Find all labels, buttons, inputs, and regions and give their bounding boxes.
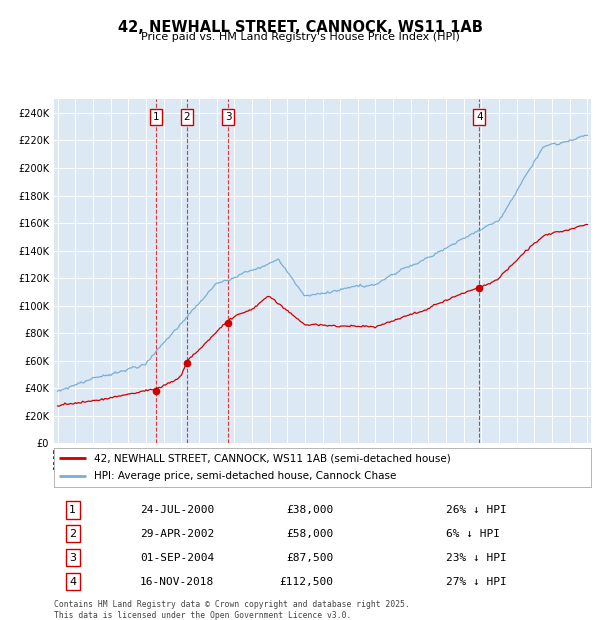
Text: 16-NOV-2018: 16-NOV-2018 — [140, 577, 214, 587]
Text: £58,000: £58,000 — [286, 529, 333, 539]
Text: 26% ↓ HPI: 26% ↓ HPI — [446, 505, 507, 515]
Text: Price paid vs. HM Land Registry's House Price Index (HPI): Price paid vs. HM Land Registry's House … — [140, 32, 460, 42]
Text: 3: 3 — [225, 112, 232, 122]
Text: 4: 4 — [69, 577, 76, 587]
Text: HPI: Average price, semi-detached house, Cannock Chase: HPI: Average price, semi-detached house,… — [94, 471, 397, 481]
Text: Contains HM Land Registry data © Crown copyright and database right 2025.
This d: Contains HM Land Registry data © Crown c… — [54, 600, 410, 619]
Text: 01-SEP-2004: 01-SEP-2004 — [140, 553, 214, 563]
Text: 2: 2 — [184, 112, 190, 122]
Text: 2: 2 — [69, 529, 76, 539]
Text: 42, NEWHALL STREET, CANNOCK, WS11 1AB: 42, NEWHALL STREET, CANNOCK, WS11 1AB — [118, 20, 482, 35]
Text: 1: 1 — [152, 112, 159, 122]
Text: £38,000: £38,000 — [286, 505, 333, 515]
Text: £112,500: £112,500 — [279, 577, 333, 587]
Text: 1: 1 — [69, 505, 76, 515]
Text: 4: 4 — [476, 112, 482, 122]
Text: 23% ↓ HPI: 23% ↓ HPI — [446, 553, 507, 563]
Text: 29-APR-2002: 29-APR-2002 — [140, 529, 214, 539]
Text: £87,500: £87,500 — [286, 553, 333, 563]
Text: 27% ↓ HPI: 27% ↓ HPI — [446, 577, 507, 587]
Text: 42, NEWHALL STREET, CANNOCK, WS11 1AB (semi-detached house): 42, NEWHALL STREET, CANNOCK, WS11 1AB (s… — [94, 453, 451, 463]
Text: 3: 3 — [69, 553, 76, 563]
Text: 24-JUL-2000: 24-JUL-2000 — [140, 505, 214, 515]
Text: 6% ↓ HPI: 6% ↓ HPI — [446, 529, 500, 539]
